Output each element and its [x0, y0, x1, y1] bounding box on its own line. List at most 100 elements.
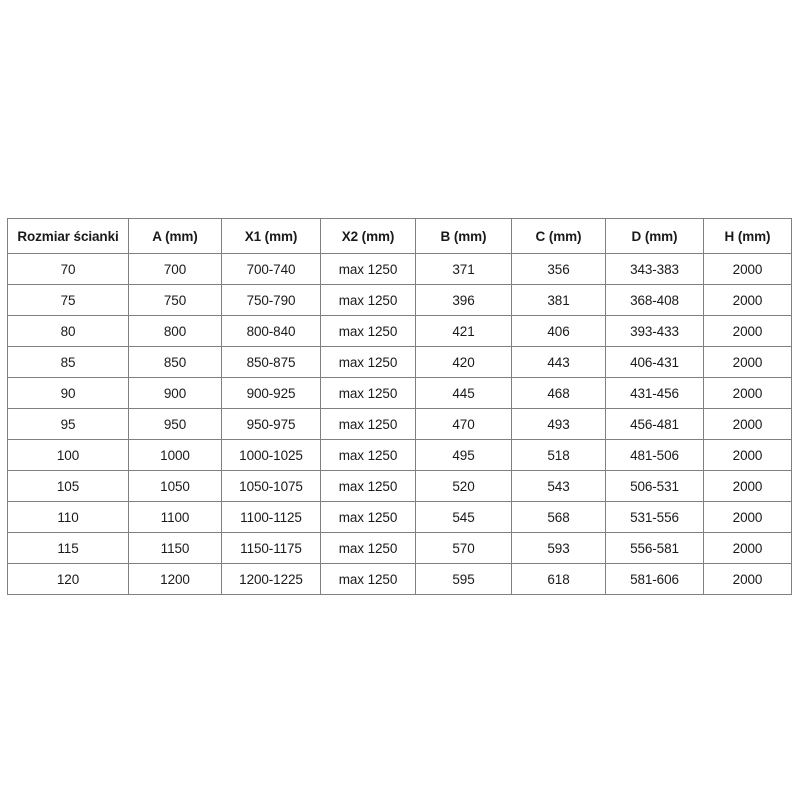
table-cell: 406-431 — [605, 346, 704, 378]
table-header-row: Rozmiar ścianki A (mm) X1 (mm) X2 (mm) B (mm… — [7, 218, 792, 254]
table-cell: max 1250 — [320, 532, 416, 564]
table-cell-size: 105 — [7, 470, 129, 502]
table-cell: 368-408 — [605, 284, 704, 316]
table-cell: 2000 — [703, 315, 792, 347]
table-cell: max 1250 — [320, 315, 416, 347]
table-cell: 421 — [415, 315, 512, 347]
table-cell-size: 700 — [128, 253, 222, 285]
table-cell: 431-456 — [605, 377, 704, 409]
table-cell: 1050 — [128, 470, 222, 502]
table-cell-size: 70 — [7, 253, 129, 285]
table-cell: max 1250 — [320, 284, 416, 316]
table-cell-size: 110 — [7, 501, 129, 533]
table-row: 110 1100 1100-1125 max 1250 545 568 531-556 200… — [7, 501, 792, 533]
table-cell: 495 — [415, 439, 512, 471]
table-cell-size: 85 — [7, 346, 129, 378]
table-cell: max 1250 — [320, 439, 416, 471]
table-cell: 1100 — [128, 501, 222, 533]
table-cell-size: 95 — [7, 408, 129, 440]
column-header-0: Rozmiar ścianki — [7, 218, 129, 254]
table-cell: 1200-1225 — [221, 563, 321, 595]
table-cell-size: 115 — [7, 532, 129, 564]
table-row: 85 850 850-875 max 1250 420 443 406-431 2000 — [7, 346, 792, 378]
table-cell: 618 — [511, 563, 606, 595]
table-header: Rozmiar ścianki A (mm) X1 (mm) X2 (mm) B (mm… — [7, 218, 792, 254]
table-cell: 800-840 — [221, 315, 321, 347]
table-cell-size: max 1250 — [320, 253, 416, 285]
table-cell: 520 — [415, 470, 512, 502]
table-cell: 950 — [128, 408, 222, 440]
column-header-7: H (mm) — [703, 218, 792, 254]
table-cell: 445 — [415, 377, 512, 409]
table-row: 75 750 750-790 max 1250 396 381 368-408 2000 — [7, 284, 792, 316]
table-cell: max 1250 — [320, 470, 416, 502]
table-cell: 506-531 — [605, 470, 704, 502]
table-row: 90 900 900-925 max 1250 445 468 431-456 2000 — [7, 377, 792, 409]
table-cell: 396 — [415, 284, 512, 316]
table-cell: 1000-1025 — [221, 439, 321, 471]
table-cell: 2000 — [703, 377, 792, 409]
table-row: 120 1200 1200-1225 max 1250 595 618 581-606 200… — [7, 563, 792, 595]
table-cell: 950-975 — [221, 408, 321, 440]
table-cell: 531-556 — [605, 501, 704, 533]
table-cell-size: 343-383 — [605, 253, 704, 285]
table-cell: 2000 — [703, 346, 792, 378]
table-cell: 750-790 — [221, 284, 321, 316]
table-cell: 2000 — [703, 470, 792, 502]
table-cell: 1000 — [128, 439, 222, 471]
table-cell-size: 371 — [415, 253, 512, 285]
table-cell: 2000 — [703, 501, 792, 533]
table-cell: 543 — [511, 470, 606, 502]
table-cell: 850 — [128, 346, 222, 378]
table-row: 100 1000 1000-1025 max 1250 495 518 481-506 200… — [7, 439, 792, 471]
table-cell-size: 120 — [7, 563, 129, 595]
table-cell: 420 — [415, 346, 512, 378]
table-cell-size: 2000 — [703, 253, 792, 285]
column-header-6: D (mm) — [605, 218, 704, 254]
table-row: 95 950 950-975 max 1250 470 493 456-481 2000 — [7, 408, 792, 440]
table-cell: max 1250 — [320, 377, 416, 409]
table-cell: 381 — [511, 284, 606, 316]
table-cell: 1100-1125 — [221, 501, 321, 533]
specification-table-container: Rozmiar ścianki A (mm) X1 (mm) X2 (mm) B (mm… — [7, 218, 792, 595]
table-cell: 1150 — [128, 532, 222, 564]
table-cell: 406 — [511, 315, 606, 347]
table-cell-size: 90 — [7, 377, 129, 409]
table-cell: 1200 — [128, 563, 222, 595]
column-header-5: C (mm) — [511, 218, 606, 254]
table-cell-size: 80 — [7, 315, 129, 347]
table-cell: 2000 — [703, 284, 792, 316]
column-header-3: X2 (mm) — [320, 218, 416, 254]
table-cell-size: 700-740 — [221, 253, 321, 285]
table-cell-size: 75 — [7, 284, 129, 316]
table-cell: 470 — [415, 408, 512, 440]
table-cell: 750 — [128, 284, 222, 316]
table-cell: 481-506 — [605, 439, 704, 471]
column-header-4: B (mm) — [415, 218, 512, 254]
table-cell: 900-925 — [221, 377, 321, 409]
table-cell: 2000 — [703, 439, 792, 471]
table-cell-size: 100 — [7, 439, 129, 471]
specification-table: Rozmiar ścianki A (mm) X1 (mm) X2 (mm) B (mm… — [7, 218, 792, 595]
table-cell: 2000 — [703, 408, 792, 440]
table-cell: 1050-1075 — [221, 470, 321, 502]
table-cell: 900 — [128, 377, 222, 409]
table-cell: 2000 — [703, 532, 792, 564]
table-cell-size: 356 — [511, 253, 606, 285]
table-cell: 570 — [415, 532, 512, 564]
table-cell: 850-875 — [221, 346, 321, 378]
table-cell: 595 — [415, 563, 512, 595]
table-cell: max 1250 — [320, 346, 416, 378]
column-header-1: A (mm) — [128, 218, 222, 254]
table-cell: 493 — [511, 408, 606, 440]
table-cell: 568 — [511, 501, 606, 533]
table-cell: max 1250 — [320, 408, 416, 440]
table-cell: 456-481 — [605, 408, 704, 440]
table-cell: max 1250 — [320, 501, 416, 533]
table-body: 70 700 700-740 max 1250 371 356 343-383 2000 75 7… — [7, 253, 792, 595]
table-cell: 468 — [511, 377, 606, 409]
table-cell: 593 — [511, 532, 606, 564]
column-header-2: X1 (mm) — [221, 218, 321, 254]
table-row: 105 1050 1050-1075 max 1250 520 543 506-531 200… — [7, 470, 792, 502]
